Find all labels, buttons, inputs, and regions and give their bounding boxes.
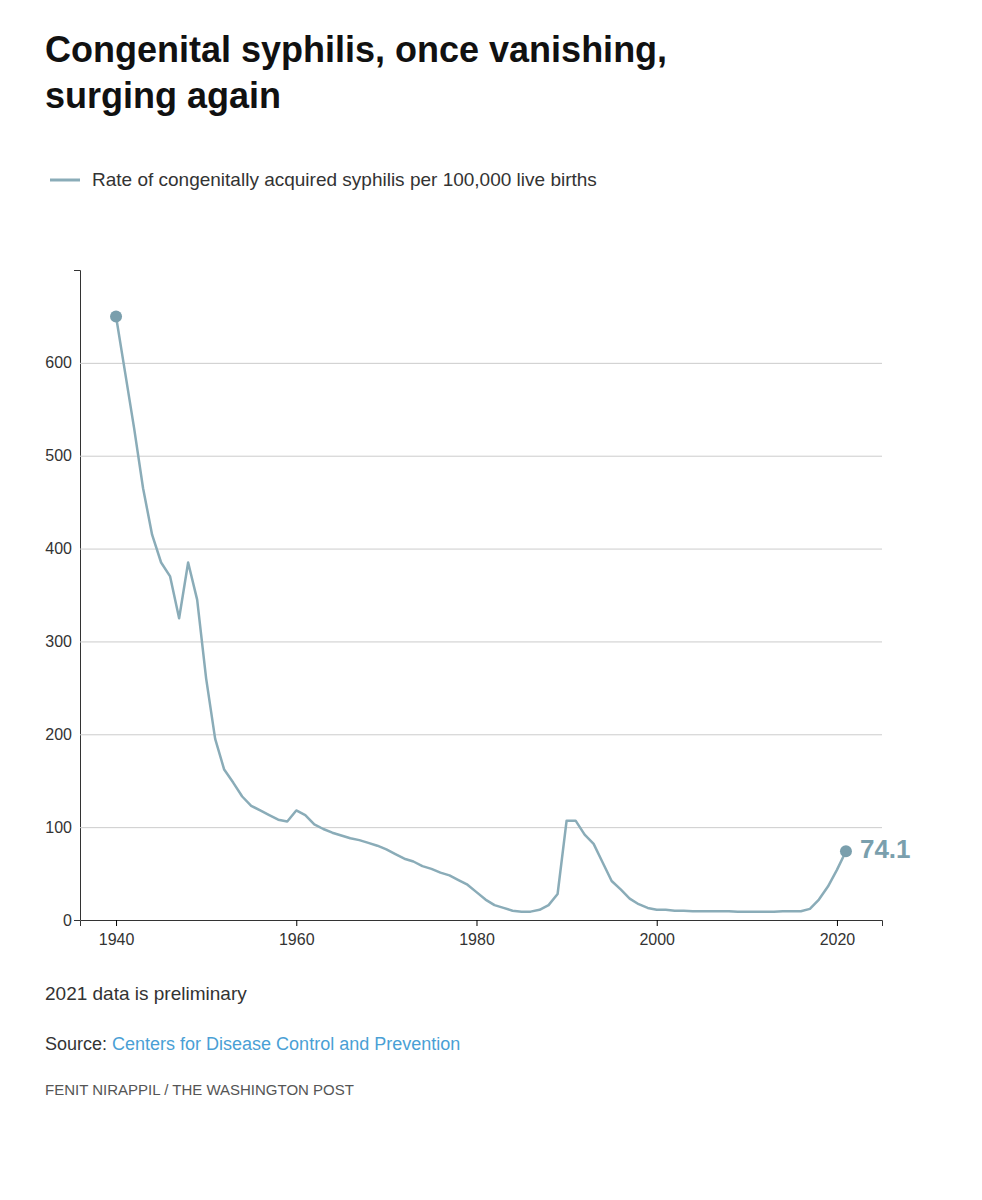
x-tick: 1960 bbox=[279, 920, 315, 948]
legend: Rate of congenitally acquired syphilis p… bbox=[50, 169, 597, 190]
y-tick-label: 100 bbox=[45, 819, 72, 836]
source: Source: Centers for Disease Control and … bbox=[45, 1034, 460, 1054]
credit: FENIT NIRAPPIL / THE WASHINGTON POST bbox=[45, 1081, 354, 1098]
y-tick-label: 300 bbox=[45, 633, 72, 650]
y-tick: 600 bbox=[45, 354, 882, 371]
tick-mark bbox=[476, 920, 477, 926]
note: 2021 data is preliminary bbox=[45, 983, 247, 1004]
chart: Congenital syphilis, once vanishing, surg… bbox=[0, 0, 982, 1200]
legend-swatch bbox=[50, 179, 80, 182]
grid-line bbox=[80, 456, 882, 457]
tick-mark bbox=[296, 920, 297, 926]
x-tick-label: 2000 bbox=[639, 931, 675, 948]
x-tick: 1940 bbox=[99, 920, 135, 948]
x-axis: 1940 1960 1980 2000 2020 bbox=[81, 920, 883, 948]
x-tick: 2000 bbox=[639, 920, 675, 948]
y-tick: 300 bbox=[45, 633, 882, 650]
y-tick: 0 bbox=[63, 912, 882, 929]
x-tick: 1980 bbox=[459, 920, 495, 948]
x-tick-label: 1940 bbox=[99, 931, 135, 948]
marks bbox=[110, 310, 852, 911]
y-tick-label: 0 bbox=[63, 912, 72, 929]
title: Congenital syphilis, once vanishing, surg… bbox=[45, 29, 667, 116]
y-tick-label: 400 bbox=[45, 540, 72, 557]
x-tick: 2020 bbox=[820, 920, 856, 948]
y-tick: 200 bbox=[45, 726, 882, 743]
source-link: Centers for Disease Control and Preventi… bbox=[112, 1034, 460, 1054]
y-tick: 100 bbox=[45, 819, 882, 836]
tick-mark bbox=[837, 920, 838, 926]
y-tick: 400 bbox=[45, 540, 882, 557]
plot-area: 0 100 200 300 400 500 600 1940 1960 1980 2000 2020 7… bbox=[45, 271, 910, 949]
y-tick-label: 200 bbox=[45, 726, 72, 743]
grid-line bbox=[80, 827, 882, 828]
y-axis-line bbox=[74, 271, 81, 921]
end-dot bbox=[110, 310, 122, 322]
y-axis: 0 100 200 300 400 500 600 bbox=[45, 271, 882, 929]
source-prefix: Source: bbox=[45, 1034, 112, 1054]
annotation: 74.1 bbox=[860, 834, 911, 864]
text-line: Rate of congenitally acquired syphilis p… bbox=[92, 169, 597, 190]
x-tick-label: 2020 bbox=[820, 931, 856, 948]
grid-line bbox=[80, 641, 882, 642]
text-line: Congenital syphilis, once vanishing, bbox=[45, 29, 667, 70]
end-dot bbox=[840, 845, 852, 857]
y-tick-label: 600 bbox=[45, 354, 72, 371]
x-axis-line bbox=[81, 921, 883, 927]
tick-mark bbox=[116, 920, 117, 926]
line bbox=[116, 316, 846, 911]
x-tick-label: 1980 bbox=[459, 931, 495, 948]
grid-line bbox=[80, 734, 882, 735]
tick-mark bbox=[657, 920, 658, 926]
x-tick-label: 1960 bbox=[279, 931, 315, 948]
text-line: surging again bbox=[45, 75, 281, 116]
legend-label: Rate of congenitally acquired syphilis p… bbox=[92, 169, 597, 190]
y-tick-label: 500 bbox=[45, 447, 72, 464]
y-tick: 500 bbox=[45, 447, 882, 464]
grid-line bbox=[80, 363, 882, 364]
grid-line bbox=[80, 549, 882, 550]
